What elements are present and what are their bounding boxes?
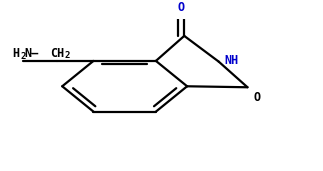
Text: O: O [253, 91, 260, 104]
Text: NH: NH [224, 54, 239, 67]
Text: O: O [178, 1, 185, 14]
Text: N—: N— [25, 47, 39, 60]
Text: 2: 2 [21, 52, 26, 61]
Text: H: H [13, 47, 20, 60]
Text: CH: CH [50, 47, 64, 60]
Text: 2: 2 [65, 51, 70, 61]
